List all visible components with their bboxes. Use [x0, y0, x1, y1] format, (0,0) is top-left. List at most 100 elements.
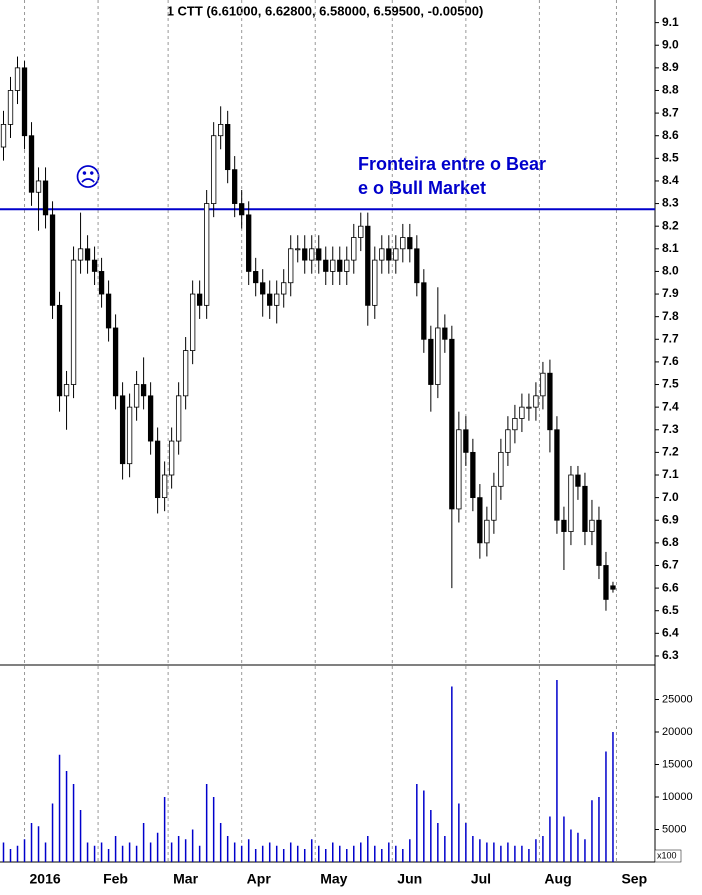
- volume-bar: [360, 842, 362, 862]
- volume-bar: [584, 839, 586, 862]
- multiplier-label: x100: [657, 850, 677, 860]
- volume-tick-label: 5000: [662, 823, 686, 835]
- candle-body: [232, 169, 238, 204]
- volume-bar: [479, 839, 481, 862]
- candle-body: [218, 124, 224, 137]
- volume-bar: [93, 845, 96, 862]
- volume-bar: [30, 823, 33, 862]
- volume-bar: [472, 836, 474, 862]
- frown-icon: ☹: [74, 162, 101, 192]
- volume-bar: [556, 680, 558, 862]
- volume-bar: [219, 823, 222, 862]
- volume-bar: [486, 842, 488, 862]
- volume-bar: [114, 836, 117, 862]
- volume-tick-label: 20000: [662, 726, 693, 738]
- candle-body: [168, 440, 175, 476]
- candle-body: [84, 248, 91, 261]
- volume-bar: [37, 826, 40, 862]
- candle-body: [35, 180, 42, 193]
- volume-bar: [535, 839, 537, 862]
- volume-bar: [542, 836, 544, 862]
- x-tick-label: Jun: [397, 871, 422, 887]
- candle-body: [526, 406, 532, 409]
- y-tick-label: 8.4: [662, 173, 679, 187]
- volume-bar: [58, 754, 61, 862]
- candle-body: [575, 474, 581, 487]
- candle-body: [365, 225, 371, 306]
- candle-body: [316, 248, 322, 261]
- candle-body: [603, 565, 609, 600]
- candle-body: [119, 395, 126, 465]
- candle-body: [42, 180, 49, 216]
- candle-body: [442, 327, 448, 340]
- volume-bar: [65, 771, 68, 862]
- volume-bar: [521, 845, 523, 862]
- candle-body: [421, 282, 427, 340]
- y-tick-label: 8.5: [662, 151, 679, 165]
- volume-bar: [430, 810, 432, 862]
- volume-bar: [514, 845, 516, 862]
- y-tick-label: 9.1: [662, 15, 679, 29]
- volume-bar: [570, 829, 572, 862]
- candle-body: [112, 327, 119, 397]
- candle-body: [197, 293, 203, 306]
- volume-bar: [381, 849, 383, 862]
- volume-bar: [395, 845, 397, 862]
- volume-bar: [577, 832, 579, 862]
- volume-bar: [170, 842, 173, 862]
- y-tick-label: 7.8: [662, 309, 679, 323]
- y-tick-label: 6.5: [662, 603, 679, 617]
- candle-body: [596, 519, 602, 566]
- annotation: e o Bull Market: [358, 178, 486, 198]
- x-tick-label: Feb: [103, 871, 128, 887]
- annotation: Fronteira entre o Bear: [358, 154, 546, 174]
- volume-bar: [275, 845, 278, 862]
- candle-body: [358, 225, 364, 238]
- candle-body: [463, 429, 469, 453]
- y-tick-label: 7.7: [662, 331, 679, 345]
- candle-body: [239, 203, 245, 216]
- volume-bar: [317, 845, 320, 862]
- volume-bar: [465, 823, 467, 862]
- candle-body: [407, 237, 413, 250]
- volume-bar: [9, 849, 12, 862]
- volume-bar: [388, 842, 390, 862]
- volume-bar: [598, 797, 600, 862]
- candle-body: [414, 248, 420, 284]
- volume-bar: [324, 849, 327, 862]
- candle-body: [386, 248, 392, 261]
- volume-bar: [507, 842, 509, 862]
- candle-body: [344, 259, 350, 272]
- candle-body: [610, 585, 616, 590]
- y-tick-label: 7.5: [662, 377, 679, 391]
- volume-bar: [282, 849, 285, 862]
- volume-bar: [2, 842, 5, 862]
- candle-body: [484, 519, 490, 544]
- candle-body: [512, 418, 518, 431]
- y-tick-label: 6.9: [662, 512, 679, 526]
- volume-bar: [212, 797, 215, 862]
- candle-body: [449, 338, 455, 510]
- volume-tick-label: 25000: [662, 693, 693, 705]
- candle-body: [14, 67, 21, 91]
- volume-bar: [177, 836, 180, 862]
- candle-body: [533, 395, 539, 408]
- candle-body: [372, 259, 378, 306]
- y-tick-label: 8.8: [662, 83, 679, 97]
- candle-body: [0, 124, 7, 148]
- candle-body: [225, 124, 231, 171]
- candle-body: [400, 237, 406, 250]
- candle-body: [140, 384, 147, 397]
- volume-bar: [437, 823, 439, 862]
- candle-body: [63, 384, 70, 397]
- volume-bar: [240, 845, 243, 862]
- volume-bar: [549, 816, 551, 862]
- volume-bar: [353, 845, 355, 862]
- y-tick-label: 6.3: [662, 648, 679, 662]
- y-tick-label: 8.3: [662, 196, 679, 210]
- x-tick-label: Jul: [471, 871, 491, 887]
- candle-body: [295, 248, 301, 251]
- chart-title: 1 CTT (6.61000, 6.62800, 6.58000, 6.5950…: [167, 3, 484, 18]
